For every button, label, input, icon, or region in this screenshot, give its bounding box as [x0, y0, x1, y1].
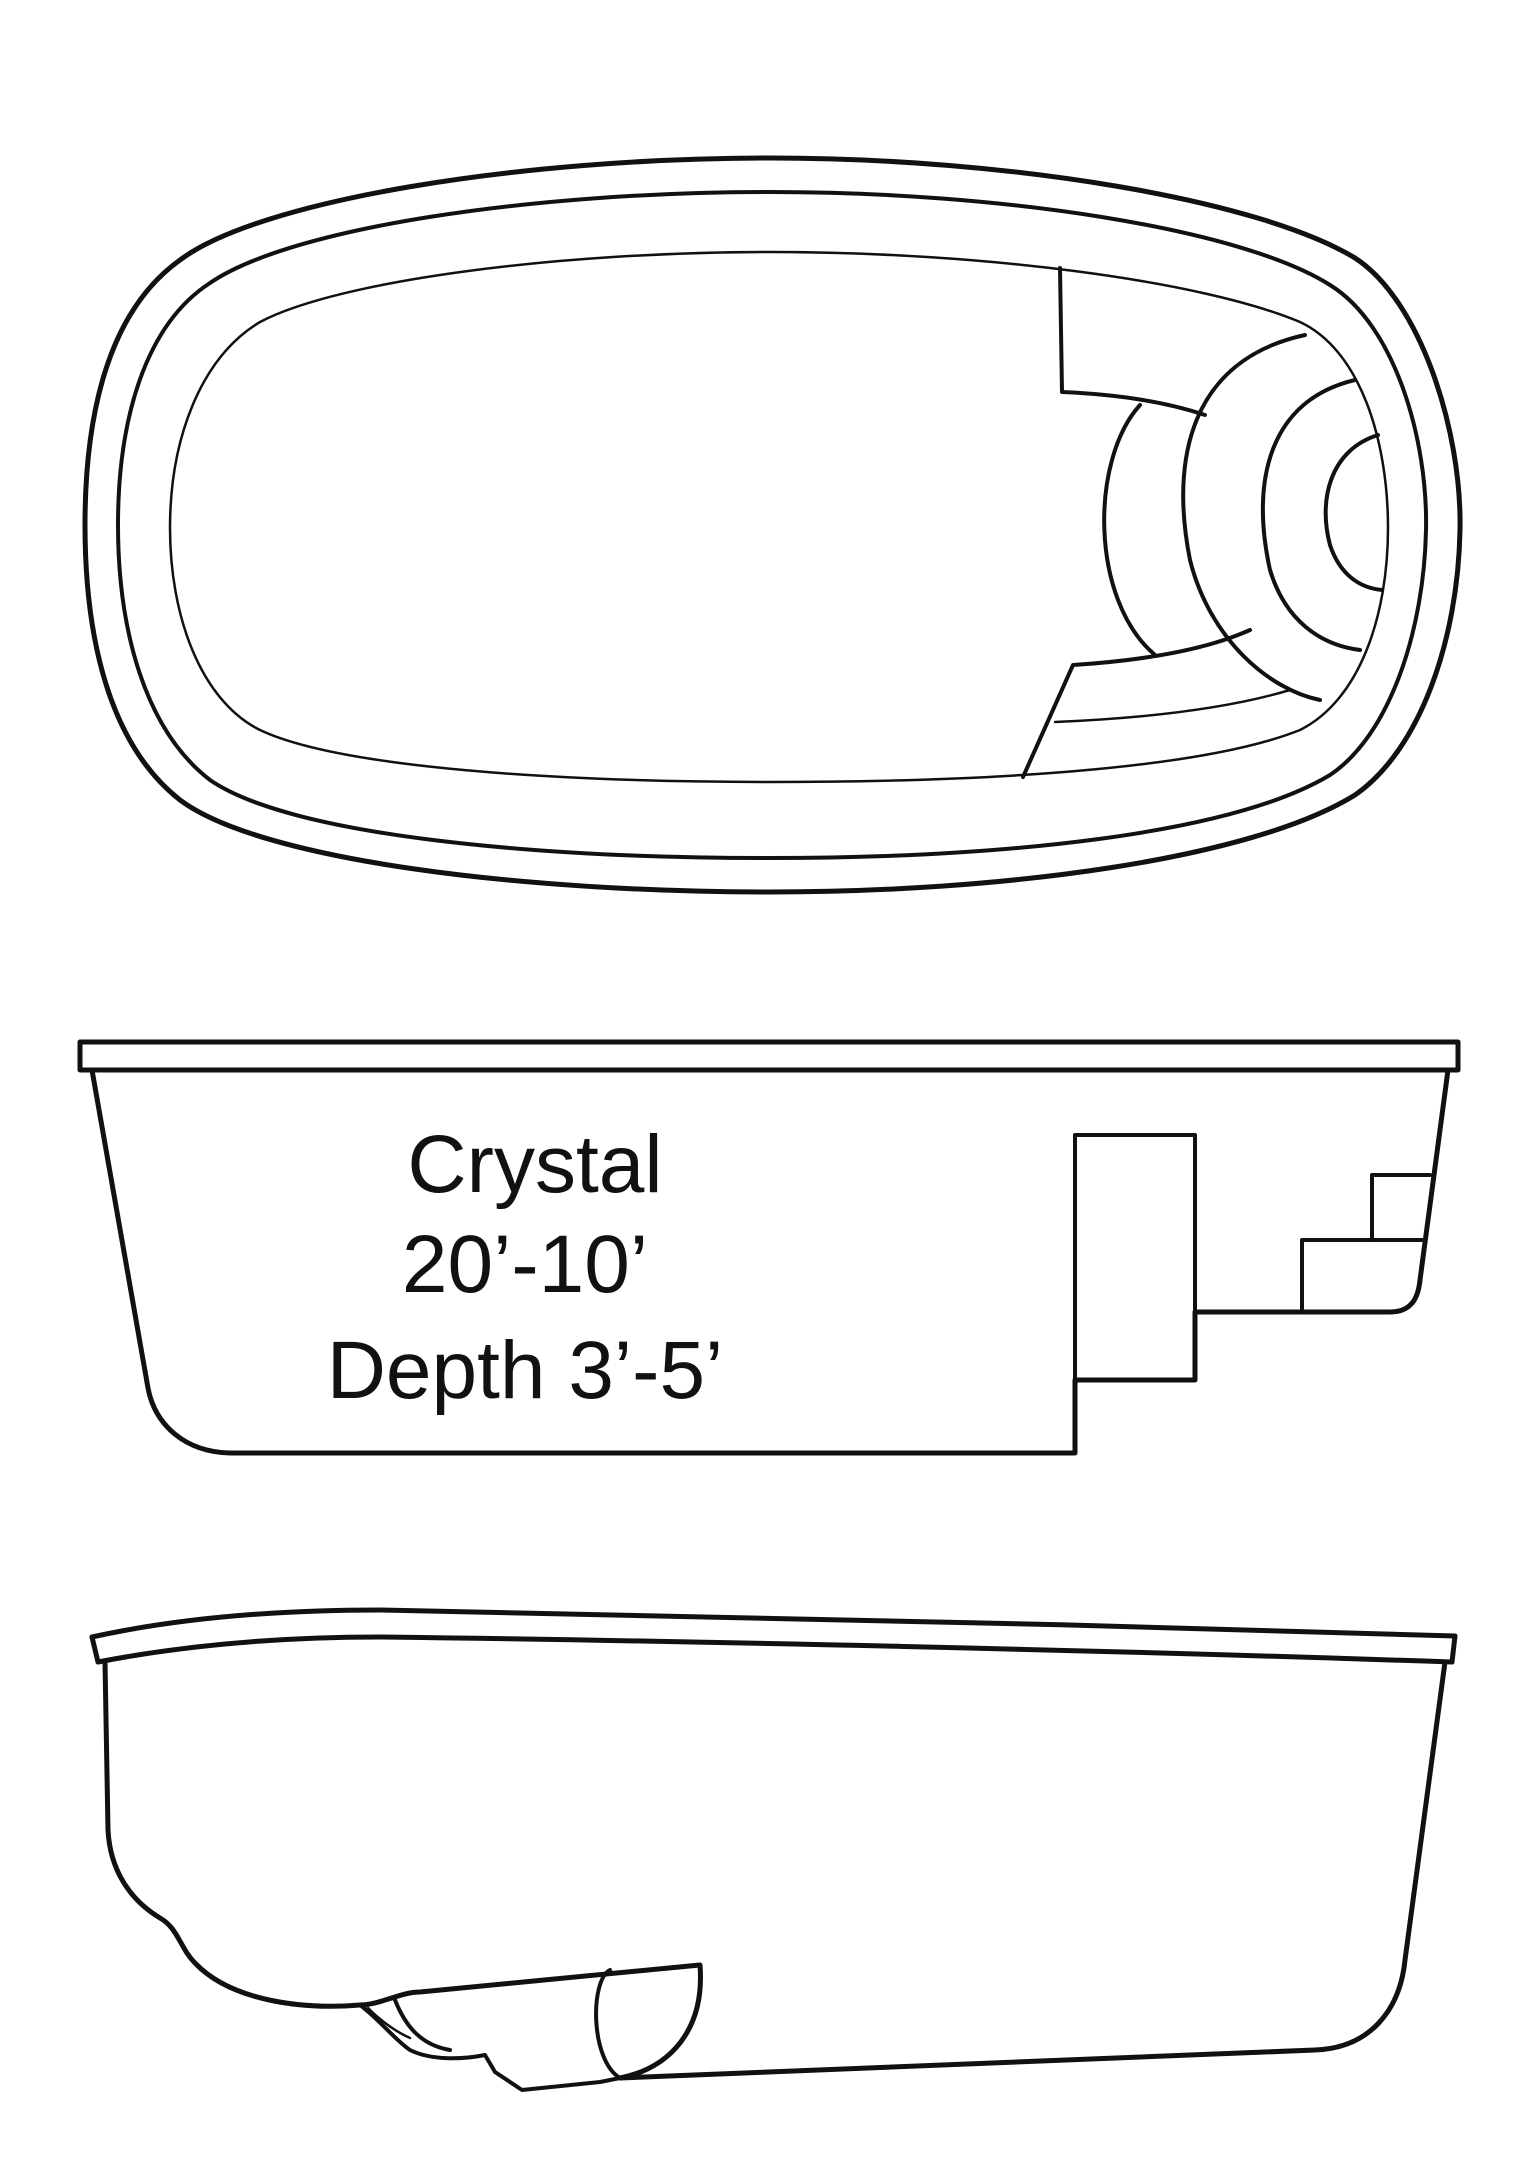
pool-depth-label: Depth 3’-5’: [327, 1325, 724, 1416]
side-view: Crystal 20’-10’ Depth 3’-5’: [77, 1039, 1461, 1456]
pool-size-label: 20’-10’: [402, 1219, 648, 1310]
cross-coping-top: [89, 1607, 1458, 1640]
cross-step-detail-3: [393, 1998, 452, 2052]
plan-step-1: [1102, 403, 1157, 657]
cross-coping-left-end: [89, 1634, 101, 1665]
side-step-upper: [1370, 1173, 1432, 1242]
cross-coping-bottom: [95, 1634, 1455, 1665]
cross-step-detail-4: [366, 2006, 412, 2040]
side-step-lower: [1300, 1238, 1425, 1314]
plan-view: [82, 155, 1463, 895]
plan-entry-diagonal: [1021, 628, 1252, 779]
plan-inner-coping: [116, 190, 1429, 860]
cross-body-outline: [102, 1659, 1448, 2081]
plan-outer-coping: [82, 155, 1463, 895]
plan-step-3: [1260, 378, 1362, 652]
side-coping-bar: [77, 1039, 1461, 1073]
plan-step-4: [1323, 433, 1384, 592]
side-bench-block: [1073, 1133, 1197, 1382]
pool-name-label: Crystal: [407, 1119, 662, 1210]
plan-interior-outline: [168, 250, 1390, 784]
cross-step-detail-2: [594, 1968, 622, 2080]
cross-coping-right-end: [1449, 1633, 1458, 1665]
cross-view: [89, 1607, 1458, 2092]
side-body-outline: [89, 1067, 1451, 1456]
cross-step-detail-1: [358, 2003, 622, 2092]
plan-bench-wall: [1058, 266, 1207, 417]
plan-step-2: [1181, 333, 1322, 702]
plan-entry-inner-line: [1053, 688, 1292, 724]
